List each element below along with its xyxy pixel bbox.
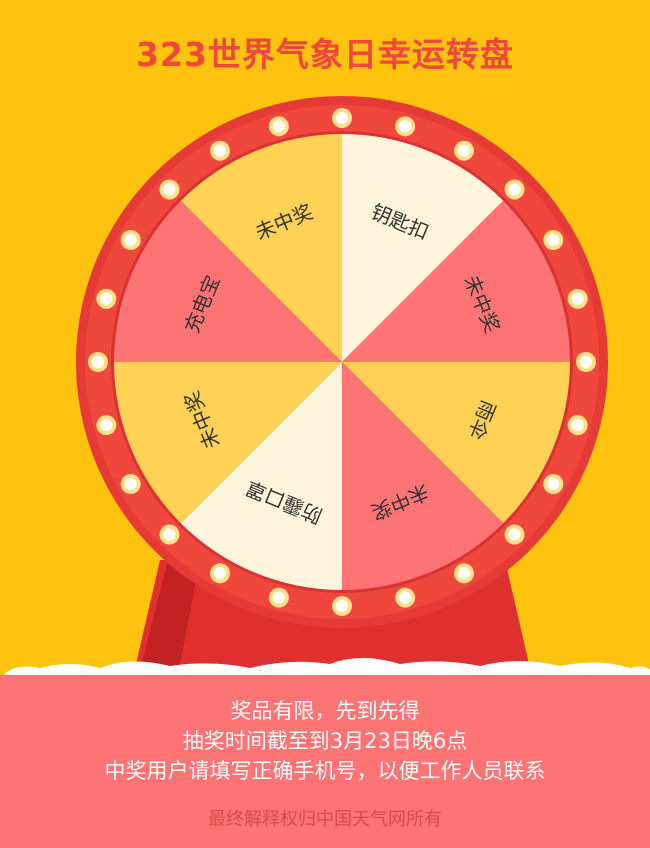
- wheel-slice[interactable]: [342, 200, 570, 362]
- rim-bulb-core: [571, 292, 584, 305]
- wheel-slice[interactable]: [342, 362, 570, 524]
- rim-bulb-core: [571, 419, 584, 432]
- rim-bulb-core: [399, 120, 412, 133]
- rim-bulb-core: [124, 478, 137, 490]
- rim-bulb-core: [163, 183, 176, 196]
- rim-bulb-core: [92, 356, 104, 368]
- wheel-slice[interactable]: [180, 134, 342, 362]
- info-line-2: 抽奖时间截至到3月23日晚6点: [182, 729, 468, 753]
- rim-bulb-core: [214, 144, 226, 157]
- info-line-3: 中奖用户请填写正确手机号，以便工作人员联系: [104, 759, 546, 783]
- rim-bulb-core: [547, 234, 560, 246]
- rim-bulb-core: [336, 600, 348, 612]
- rim-bulb-core: [100, 292, 113, 305]
- rim-bulb-core: [458, 567, 470, 580]
- wheel-slice[interactable]: [114, 362, 342, 524]
- rim-bulb-core: [458, 144, 470, 157]
- rim-lights: [88, 108, 596, 616]
- rim-bulb-core: [124, 234, 137, 246]
- rim-bulb-core: [399, 591, 412, 604]
- info-line-1: 奖品有限，先到先得: [230, 699, 420, 723]
- rim-bulb-core: [336, 112, 348, 124]
- rim-bulb-core: [547, 478, 560, 490]
- wheel-slice[interactable]: [342, 134, 504, 362]
- rim-bulb-core: [508, 183, 521, 196]
- wheel-slices[interactable]: [114, 134, 570, 590]
- rim-bulb-core: [580, 356, 592, 368]
- rim-bulb-core: [163, 528, 176, 541]
- wheel-slice[interactable]: [342, 362, 504, 590]
- copyright-text: 最终解释权归中国天气网所有: [208, 809, 442, 830]
- rim-bulb-core: [508, 528, 521, 541]
- rim-bulb-core: [272, 120, 285, 133]
- rim-bulb-core: [100, 419, 113, 432]
- rim-bulb-core: [214, 567, 226, 580]
- rim-bulb-core: [272, 591, 285, 604]
- info-panel: [0, 675, 650, 848]
- wheel-slice[interactable]: [180, 362, 342, 590]
- wheel-slice[interactable]: [114, 200, 342, 362]
- page-title: 323世界气象日幸运转盘: [136, 35, 514, 74]
